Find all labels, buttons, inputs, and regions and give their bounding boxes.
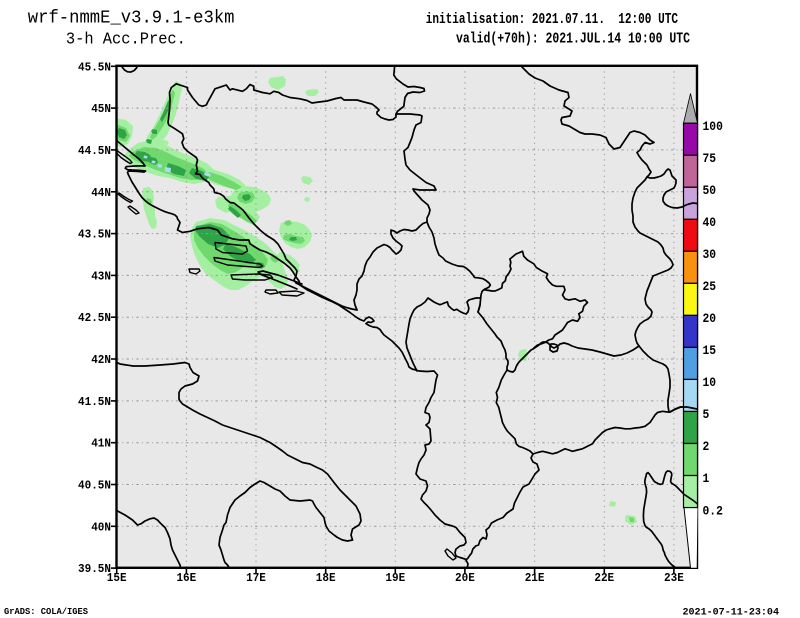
svg-text:18E: 18E: [316, 571, 336, 585]
svg-text:1: 1: [703, 472, 710, 486]
svg-text:10: 10: [703, 376, 717, 390]
svg-text:40: 40: [703, 216, 717, 230]
svg-text:20E: 20E: [455, 571, 475, 585]
svg-text:2: 2: [703, 440, 710, 454]
svg-text:19E: 19E: [385, 571, 405, 585]
svg-text:17E: 17E: [246, 571, 266, 585]
svg-text:44N: 44N: [91, 186, 111, 200]
svg-text:wrf-nmmE_v3.9.1-e3km: wrf-nmmE_v3.9.1-e3km: [28, 9, 235, 29]
svg-text:16E: 16E: [176, 571, 196, 585]
svg-text:41.5N: 41.5N: [78, 395, 111, 409]
svg-text:42.5N: 42.5N: [78, 311, 111, 325]
svg-text:50: 50: [703, 184, 717, 198]
svg-text:22E: 22E: [594, 571, 614, 585]
svg-text:valid(+70h): 2021.JUL.14 10:00: valid(+70h): 2021.JUL.14 10:00 UTC: [456, 30, 690, 47]
svg-text:20: 20: [703, 312, 717, 326]
svg-text:39.5N: 39.5N: [78, 562, 111, 576]
svg-text:30: 30: [703, 248, 717, 262]
svg-text:15: 15: [703, 344, 717, 358]
svg-text:2021-07-11-23:04: 2021-07-11-23:04: [683, 607, 780, 618]
svg-text:75: 75: [703, 152, 717, 166]
svg-text:25: 25: [703, 280, 717, 294]
svg-text:40.5N: 40.5N: [78, 479, 111, 493]
svg-text:100: 100: [703, 120, 723, 134]
svg-text:3-h Acc.Prec.: 3-h Acc.Prec.: [66, 30, 186, 49]
svg-text:initialisation: 2021.07.11. 1: initialisation: 2021.07.11. 12:00 UTC: [426, 11, 678, 28]
svg-text:21E: 21E: [525, 571, 545, 585]
svg-text:GrADS: COLA/IGES: GrADS: COLA/IGES: [4, 607, 89, 617]
svg-text:42N: 42N: [91, 353, 111, 367]
svg-text:45.5N: 45.5N: [78, 60, 111, 74]
svg-text:0.2: 0.2: [703, 504, 723, 518]
svg-text:43.5N: 43.5N: [78, 228, 111, 242]
svg-text:45N: 45N: [91, 102, 111, 116]
svg-text:5: 5: [703, 408, 710, 422]
svg-text:44.5N: 44.5N: [78, 144, 111, 158]
svg-text:23E: 23E: [664, 571, 684, 585]
svg-text:40N: 40N: [91, 520, 111, 534]
svg-text:41N: 41N: [91, 437, 111, 451]
svg-text:15E: 15E: [107, 571, 127, 585]
svg-text:43N: 43N: [91, 269, 111, 283]
